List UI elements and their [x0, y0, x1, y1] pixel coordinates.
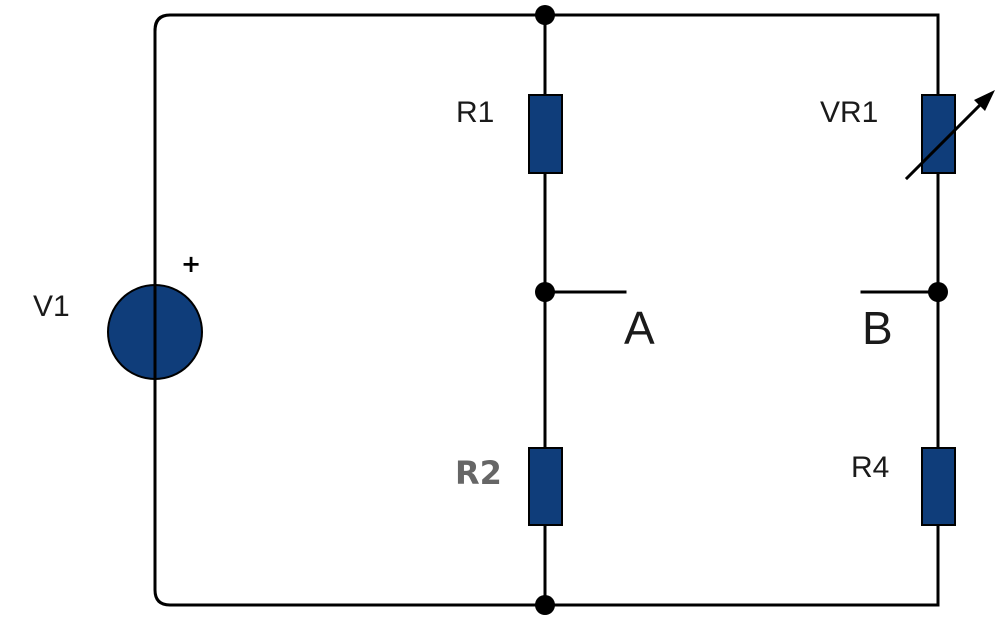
label-r2: R2 — [455, 454, 502, 492]
wires — [153, 13, 940, 607]
junction-b — [928, 282, 948, 302]
label-node-a: A — [624, 302, 655, 354]
top-wire — [153, 13, 940, 97]
label-node-b: B — [862, 302, 893, 354]
junction-bottom — [535, 595, 555, 615]
label-v1: V1 — [33, 290, 70, 323]
junctions — [535, 5, 948, 615]
junction-a — [535, 282, 555, 302]
label-r4: R4 — [851, 451, 889, 484]
resistor-r1 — [528, 94, 563, 174]
left-wire-lower — [153, 378, 940, 607]
resistor-r4 — [921, 447, 956, 526]
resistor-r2 — [528, 447, 563, 526]
resistor-vr1 — [921, 94, 956, 174]
variable-arrow-icon — [904, 90, 995, 181]
label-r1: R1 — [456, 96, 494, 129]
junction-top — [535, 5, 555, 25]
voltage-source-v1 — [107, 283, 203, 382]
label-vr1: VR1 — [820, 96, 878, 129]
label-v1-polarity: + — [181, 250, 201, 278]
